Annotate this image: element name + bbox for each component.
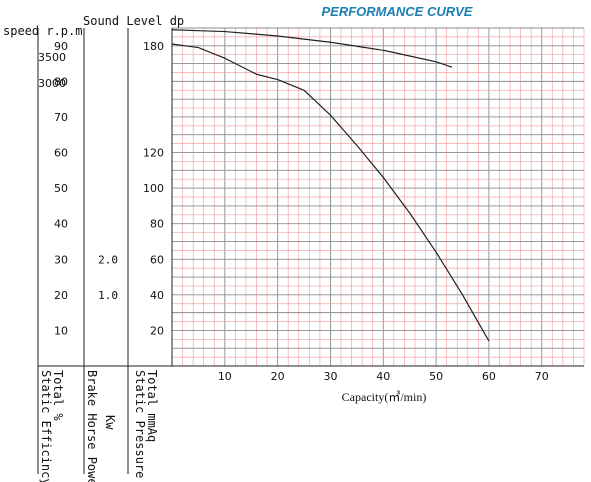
x-tick-label: 30 [323, 370, 337, 383]
pressure-tick-label: 100 [143, 182, 164, 195]
x-tick-label: 10 [218, 370, 232, 383]
sound-axis-title: Sound Level dp [83, 14, 184, 28]
efficiency-tick-label: 20 [54, 289, 68, 302]
pressure-tick-label: 180 [143, 40, 164, 53]
power-tick-label: 2.0 [98, 253, 118, 266]
efficiency-axis-title: Total % [51, 370, 65, 421]
efficiency-tick-label: 30 [54, 253, 68, 266]
pressure-tick-label: 60 [150, 253, 164, 266]
speed-tick-label: 3000 [38, 77, 66, 90]
efficiency-tick-label: 10 [54, 324, 68, 337]
x-tick-label: 20 [271, 370, 285, 383]
x-tick-label: 40 [376, 370, 390, 383]
efficiency-tick-label: 90 [54, 40, 68, 53]
upper-curve [171, 29, 453, 68]
chart-title: PERFORMANCE CURVE [322, 4, 473, 19]
pressure-tick-label: 80 [150, 218, 164, 231]
power-axis-subtitle: Brake Horse Power [85, 370, 99, 482]
efficiency-axis-subtitle: Static Efficincy [39, 370, 53, 482]
pressure-tick-label: 40 [150, 289, 164, 302]
speed-axis-title: speed r.p.m [3, 24, 82, 38]
x-tick-label: 50 [429, 370, 443, 383]
pressure-axis-title: Total mmAq [145, 370, 159, 442]
x-tick-label: 70 [535, 370, 549, 383]
efficiency-tick-label: 70 [54, 111, 68, 124]
efficiency-tick-label: 80 [54, 75, 68, 88]
efficiency-tick-label: 60 [54, 147, 68, 160]
grid-lines [171, 27, 585, 367]
pressure-axis-subtitle: Static Pressure [133, 370, 147, 478]
power-tick-label: 1.0 [98, 289, 118, 302]
efficiency-tick-label: 50 [54, 182, 68, 195]
x-tick-label: 60 [482, 370, 496, 383]
pressure-tick-label: 20 [150, 324, 164, 337]
efficiency-tick-label: 40 [54, 218, 68, 231]
power-axis-title: Kw [103, 415, 117, 430]
labels: 10 20 30 40 50 60 70 180 120 100 80 60 40 20 90 80 70 60 5… [38, 40, 549, 383]
lower-curve [171, 43, 490, 342]
curves [171, 29, 490, 342]
speed-tick-label: 3500 [38, 51, 66, 64]
pressure-tick-label: 120 [143, 147, 164, 160]
axes [37, 28, 584, 474]
x-axis-title: Capacity(㎥/min) [342, 390, 427, 404]
